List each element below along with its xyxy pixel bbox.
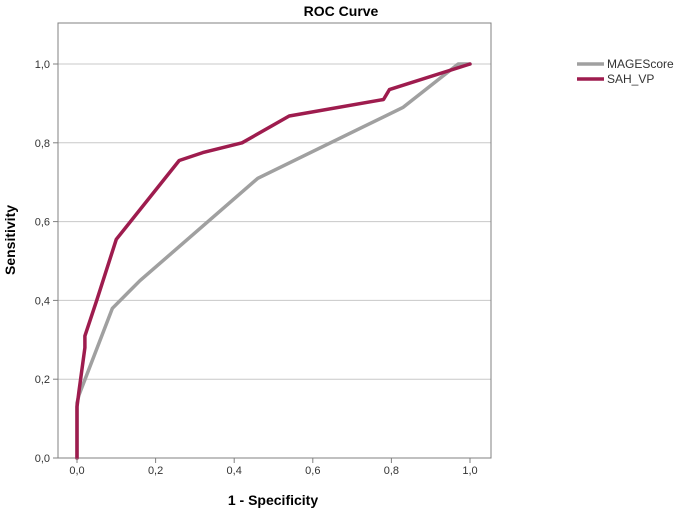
- x-tick-label: 0,6: [305, 465, 320, 477]
- y-tick-label: 0,2: [35, 374, 50, 386]
- y-axis-label: Sensitivity: [2, 205, 18, 275]
- y-tick-label: 0,0: [35, 453, 50, 465]
- plot-area-border: [57, 22, 492, 459]
- x-tick-label: 0,4: [227, 465, 242, 477]
- y-tick-label: 0,4: [35, 295, 50, 307]
- gridlines: [58, 63, 491, 380]
- x-tick-label: 0,2: [148, 465, 163, 477]
- x-tick-label: 0,0: [69, 465, 84, 477]
- x-axis-ticks: 0,0 0,2 0,4 0,6 0,8 1,0: [69, 458, 478, 477]
- x-tick-label: 1,0: [462, 465, 477, 477]
- y-tick-label: 0,6: [35, 217, 50, 229]
- legend-label: SAH_VP: [607, 72, 654, 86]
- chart-title: ROC Curve: [304, 3, 379, 19]
- x-tick-label: 0,8: [384, 465, 399, 477]
- y-tick-label: 0,8: [35, 138, 50, 150]
- x-axis-label: 1 - Specificity: [228, 492, 318, 508]
- y-tick-label: 1,0: [35, 59, 50, 71]
- series-line-sah-vp: [75, 62, 472, 460]
- series-layer: [75, 62, 472, 460]
- legend-label: MAGEScore: [607, 57, 674, 71]
- y-axis-ticks: 0,0 0,2 0,4 0,6 0,8 1,0: [35, 59, 58, 465]
